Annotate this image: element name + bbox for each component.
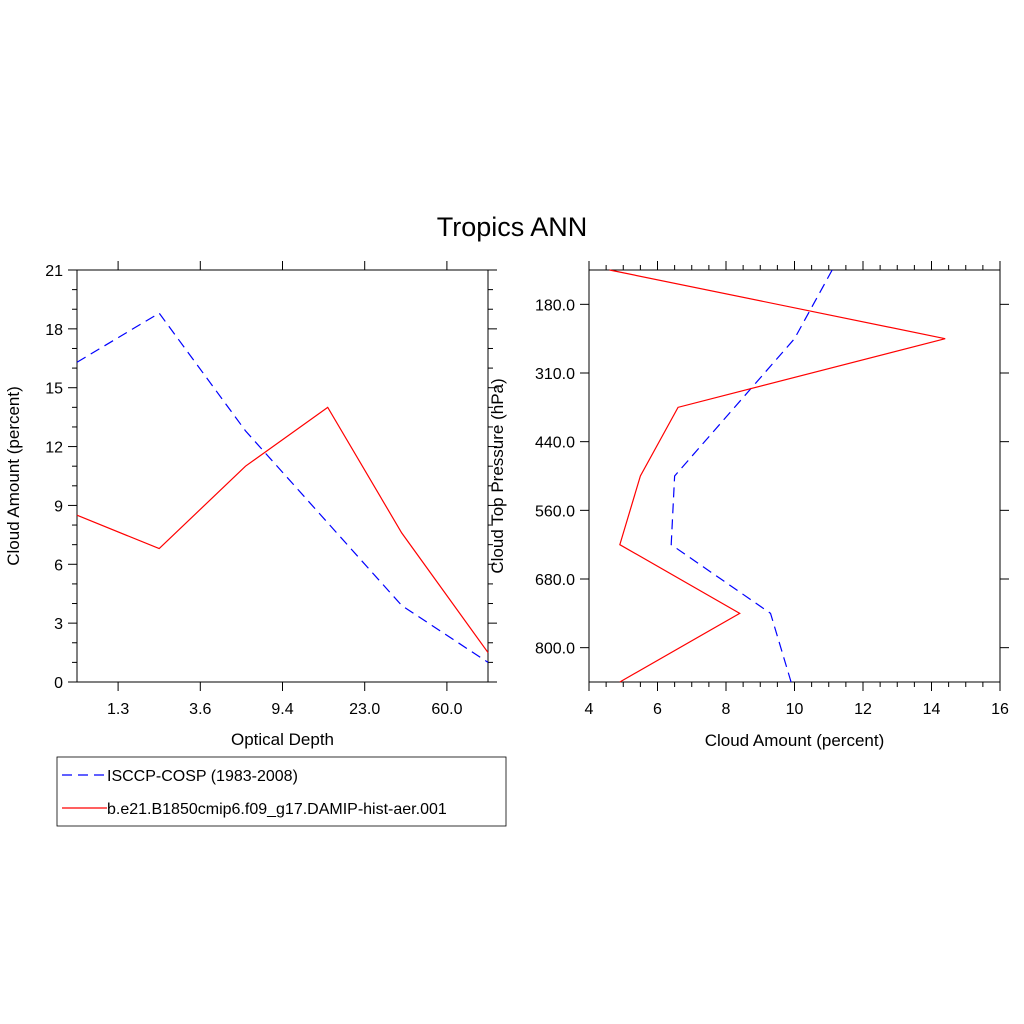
right-ytick-label: 680.0 [535,572,575,589]
left-ytick-label: 9 [54,498,63,515]
right-ytick-label: 800.0 [535,641,575,658]
legend-label: b.e21.B1850cmip6.f09_g17.DAMIP-hist-aer.… [107,801,447,818]
legend: ISCCP-COSP (1983-2008) b.e21.B1850cmip6.f… [56,756,507,827]
left-ytick-label: 21 [45,263,63,280]
left-series-isccp-line [76,312,489,663]
left-x-axis-label: Optical Depth [231,730,334,749]
right-ytick-label: 310.0 [535,366,575,383]
left-plot-frame [76,269,489,683]
right-y-axis-label: Cloud Top Pressure (hPa) [488,378,507,573]
legend-label: ISCCP-COSP (1983-2008) [107,768,298,785]
right-xtick-label: 14 [923,701,941,718]
right-xtick-label: 12 [854,701,872,718]
left-ytick-label: 12 [45,440,63,457]
right-series-model-line [609,269,946,683]
left-ytick-label: 18 [45,322,63,339]
right-series-isccp-line [670,269,833,683]
left-ytick-label: 0 [54,675,63,692]
left-xtick-label: 60.0 [431,701,462,718]
left-xtick-label: 9.4 [271,701,293,718]
left-series-model-line [76,406,489,653]
left-panel: 0 3 6 9 12 15 18 21 1.3 3.6 9.4 23.0 60.0 Optical Dep… [4,261,497,749]
right-ytick-label: 180.0 [535,297,575,314]
right-plot-frame [588,269,1001,683]
right-panel: 4 6 8 10 12 14 16 180.0 310.0 440.0 560.0 680.0 800.… [488,261,1009,750]
right-xtick-label: 16 [991,701,1009,718]
right-ytick-label: 440.0 [535,435,575,452]
right-xtick-label: 6 [653,701,662,718]
left-xtick-label: 1.3 [107,701,129,718]
left-y-axis-label: Cloud Amount (percent) [4,386,23,566]
left-ytick-label: 3 [54,616,63,633]
right-xtick-label: 4 [585,701,594,718]
right-x-axis-label: Cloud Amount (percent) [705,731,885,750]
right-xtick-label: 10 [786,701,804,718]
right-xtick-label: 8 [722,701,731,718]
left-ytick-label: 6 [54,557,63,574]
left-ytick-label: 15 [45,381,63,398]
left-xtick-label: 23.0 [349,701,380,718]
left-xtick-label: 3.6 [189,701,211,718]
chart-title: Tropics ANN [437,212,588,242]
legend-box [56,756,507,827]
right-ytick-label: 560.0 [535,503,575,520]
